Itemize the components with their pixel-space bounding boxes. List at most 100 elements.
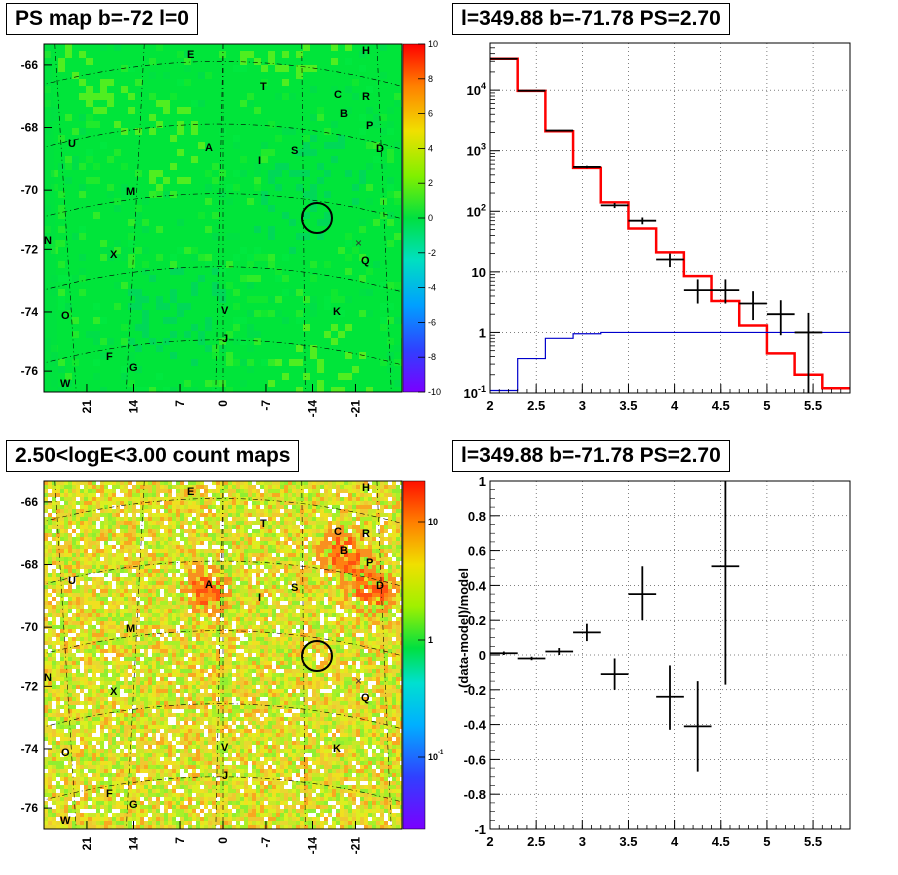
count-map-cell bbox=[112, 501, 116, 505]
count-map-cell bbox=[368, 613, 372, 617]
count-map-cell bbox=[256, 481, 260, 485]
count-map-cell bbox=[104, 637, 108, 641]
count-map-cell bbox=[252, 625, 256, 629]
count-map-cell bbox=[236, 657, 240, 661]
count-map-cell bbox=[276, 613, 280, 617]
ps-map-cell bbox=[233, 58, 240, 65]
count-map-cell bbox=[240, 505, 244, 509]
count-map-cell bbox=[316, 593, 320, 597]
count-map-cell bbox=[172, 537, 176, 541]
count-map-cell bbox=[352, 541, 356, 545]
count-map-cell bbox=[224, 521, 228, 525]
count-map-cell bbox=[208, 561, 212, 565]
count-map-cell bbox=[80, 577, 84, 581]
count-map-cell bbox=[128, 541, 132, 545]
count-map-cell bbox=[368, 637, 372, 641]
count-map-cell bbox=[184, 557, 188, 561]
count-map-cell bbox=[128, 493, 132, 497]
count-map-cell bbox=[288, 581, 292, 585]
count-map-cell bbox=[352, 589, 356, 593]
source-label-r: R bbox=[362, 91, 370, 103]
count-map-cell bbox=[356, 641, 360, 645]
count-map-cell bbox=[336, 621, 340, 625]
count-map-cell bbox=[284, 509, 288, 513]
count-map-cell bbox=[108, 645, 112, 649]
count-map-cell bbox=[48, 521, 52, 525]
ps-map-cell bbox=[352, 184, 359, 191]
count-map-cell bbox=[116, 589, 120, 593]
count-map-cell bbox=[336, 609, 340, 613]
count-map-cell bbox=[312, 665, 316, 669]
count-map-cell bbox=[260, 525, 264, 529]
count-map-cell bbox=[200, 597, 204, 601]
count-map-cell bbox=[340, 637, 344, 641]
count-map-cell bbox=[296, 485, 300, 489]
count-map-cell bbox=[152, 605, 156, 609]
count-map-cell bbox=[180, 661, 184, 665]
count-map-cell bbox=[204, 521, 208, 525]
count-map-cell bbox=[92, 545, 96, 549]
count-map-cell bbox=[208, 537, 212, 541]
ps-map-cell bbox=[149, 114, 156, 121]
count-map-cell bbox=[196, 641, 200, 645]
ps-map-cell bbox=[205, 317, 212, 324]
count-map-cell bbox=[244, 557, 248, 561]
count-map-cell bbox=[160, 553, 164, 557]
count-map-cell bbox=[200, 589, 204, 593]
count-map-cell bbox=[48, 545, 52, 549]
count-map-cell bbox=[44, 517, 48, 521]
count-map-cell bbox=[168, 529, 172, 533]
ps-map-cell bbox=[254, 226, 261, 233]
count-map-cell bbox=[276, 585, 280, 589]
count-map-cell bbox=[148, 621, 152, 625]
count-map-cell bbox=[196, 545, 200, 549]
count-map-cell bbox=[292, 653, 296, 657]
count-map-cell bbox=[360, 625, 364, 629]
count-map-cell bbox=[352, 537, 356, 541]
count-map-cell bbox=[132, 625, 136, 629]
ps-map-cell bbox=[317, 163, 324, 170]
count-map-cell bbox=[156, 481, 160, 485]
count-map-cell bbox=[132, 525, 136, 529]
count-map-cell bbox=[220, 605, 224, 609]
count-map-cell bbox=[264, 545, 268, 549]
count-map-cell bbox=[256, 605, 260, 609]
count-map-cell bbox=[360, 525, 364, 529]
ps-map-cell bbox=[324, 303, 331, 310]
count-map-cell bbox=[244, 653, 248, 657]
count-map-cell bbox=[252, 557, 256, 561]
count-map-cell bbox=[312, 633, 316, 637]
count-map-cell bbox=[392, 485, 396, 489]
count-map-cell bbox=[188, 593, 192, 597]
count-map-cell bbox=[264, 601, 268, 605]
count-map-cell bbox=[208, 541, 212, 545]
count-map-cell bbox=[372, 661, 376, 665]
count-map-cell bbox=[304, 521, 308, 525]
count-map-cell bbox=[276, 657, 280, 661]
count-map-cell bbox=[176, 541, 180, 545]
count-map-cell bbox=[348, 557, 352, 561]
count-map-cell bbox=[100, 581, 104, 585]
count-map-cell bbox=[388, 493, 392, 497]
ps-map-cell bbox=[359, 177, 366, 184]
count-map-cell bbox=[352, 601, 356, 605]
count-map-cell bbox=[108, 641, 112, 645]
count-map-cell bbox=[392, 625, 396, 629]
count-map-cell bbox=[196, 493, 200, 497]
ps-map-cell bbox=[233, 233, 240, 240]
count-map-cell bbox=[64, 593, 68, 597]
count-map-cell bbox=[224, 533, 228, 537]
count-map-cell bbox=[372, 525, 376, 529]
count-map-cell bbox=[56, 629, 60, 633]
count-map-cell bbox=[244, 665, 248, 669]
count-map-cell bbox=[160, 617, 164, 621]
count-map-cell bbox=[304, 529, 308, 533]
count-map-cell bbox=[144, 521, 148, 525]
count-map-cell bbox=[384, 629, 388, 633]
count-map-cell bbox=[400, 617, 402, 621]
count-map-cell bbox=[168, 569, 172, 573]
ps-map-cell bbox=[72, 331, 79, 338]
count-map-cell bbox=[388, 549, 392, 553]
count-map-cell bbox=[376, 541, 380, 545]
